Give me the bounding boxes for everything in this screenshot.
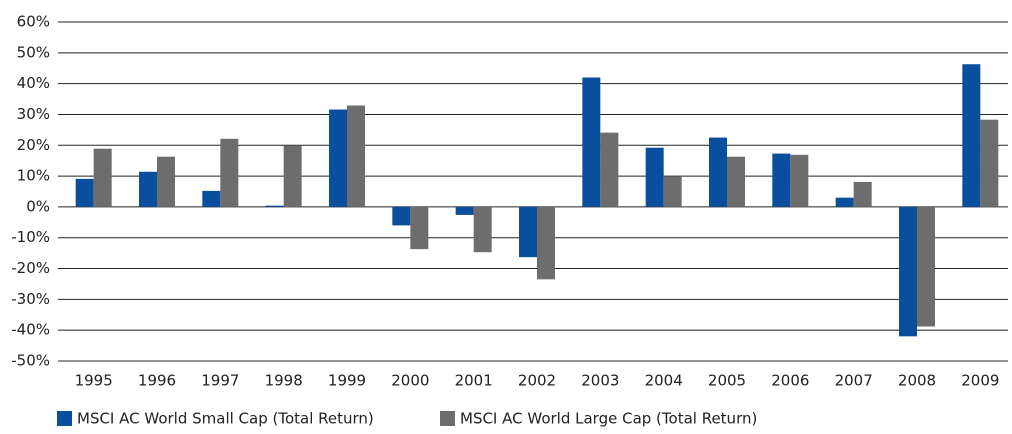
bar: [519, 206, 537, 258]
y-tick-label: 0%: [26, 197, 50, 215]
legend-swatch: [440, 411, 455, 426]
y-tick-label: 30%: [17, 105, 50, 123]
x-tick-label: 2008: [898, 372, 936, 390]
x-tick-label: 2009: [961, 372, 999, 390]
x-tick-label: 1996: [138, 372, 176, 390]
legend-label: MSCI AC World Small Cap (Total Return): [77, 410, 374, 428]
bar: [835, 197, 854, 207]
bar: [600, 132, 619, 207]
x-tick-label: 1999: [328, 372, 366, 390]
bar: [663, 176, 682, 207]
bar: [265, 205, 284, 207]
y-tick-label: 60%: [17, 13, 50, 31]
legend-swatch: [57, 411, 72, 426]
bar: [962, 64, 981, 207]
bar: [75, 178, 94, 207]
y-tick-label: 40%: [17, 74, 50, 92]
y-tick-label: -30%: [11, 290, 50, 308]
x-tick-label: 2000: [391, 372, 429, 390]
y-tick-label: -10%: [11, 228, 50, 246]
bar: [93, 148, 112, 207]
bar: [853, 181, 872, 207]
bar: [157, 156, 175, 207]
bar: [645, 147, 664, 207]
bar: [329, 109, 347, 207]
x-tick-label: 1998: [265, 372, 303, 390]
x-tick-label: 2006: [771, 372, 809, 390]
bar: [347, 105, 365, 207]
y-tick-label: 50%: [17, 43, 50, 61]
bar: [790, 154, 809, 207]
bar: [455, 206, 474, 215]
bar: [283, 145, 302, 207]
bar: [582, 77, 601, 207]
bar: [202, 190, 221, 207]
bar: [410, 206, 429, 250]
bar: [727, 156, 745, 207]
x-tick-label: 2003: [581, 372, 619, 390]
x-tick-label: 2001: [455, 372, 493, 390]
y-tick-label: -40%: [11, 321, 50, 339]
x-tick-label: 1995: [75, 372, 113, 390]
x-tick-label: 2005: [708, 372, 746, 390]
bar: [899, 206, 917, 337]
bar: [980, 119, 999, 207]
y-tick-label: -50%: [11, 352, 50, 370]
x-tick-label: 2002: [518, 372, 556, 390]
bar: [473, 206, 492, 253]
bar: [772, 153, 791, 207]
bar: [220, 138, 239, 207]
x-tick-label: 1997: [201, 372, 239, 390]
bar: [709, 137, 727, 207]
y-tick-label: 10%: [17, 167, 50, 185]
bar: [392, 206, 411, 226]
legend-label: MSCI AC World Large Cap (Total Return): [460, 410, 757, 428]
bar: [917, 206, 935, 327]
bar: [139, 171, 157, 207]
y-tick-label: 20%: [17, 136, 50, 154]
x-tick-label: 2004: [645, 372, 683, 390]
y-tick-label: -20%: [11, 259, 50, 277]
x-tick-label: 2007: [835, 372, 873, 390]
bar: [537, 206, 555, 280]
